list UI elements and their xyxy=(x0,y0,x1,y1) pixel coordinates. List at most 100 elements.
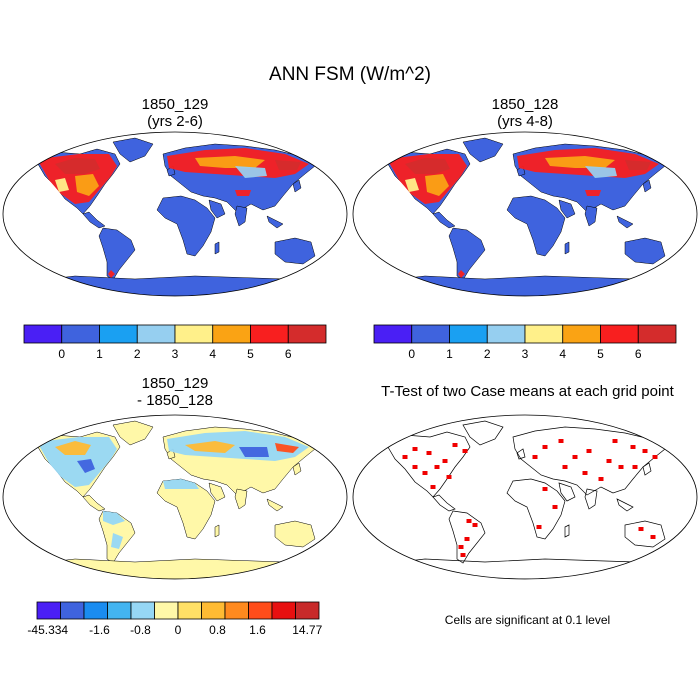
significant-cell xyxy=(536,525,542,529)
colorbar-diff-tick-label: 1.6 xyxy=(249,623,266,637)
land-africa xyxy=(506,195,566,257)
significant-cell xyxy=(598,477,604,481)
colorbar-diff-swatch xyxy=(177,601,202,620)
land-africa xyxy=(506,478,566,540)
panel-3-title-line2: - 1850_128 xyxy=(137,392,213,409)
significant-cell xyxy=(434,465,440,469)
land-australia xyxy=(274,237,316,265)
land-nz xyxy=(322,546,330,556)
panel-4-title: T-Test of two Case means at each grid po… xyxy=(355,383,700,400)
land-arabia xyxy=(558,199,576,219)
value-region-6 xyxy=(585,166,617,178)
significant-cell xyxy=(638,527,644,531)
value-region-2 xyxy=(425,174,449,196)
land-arabia xyxy=(208,199,226,219)
land-australia xyxy=(624,237,666,265)
land-japan xyxy=(292,179,302,193)
land-africa xyxy=(156,478,216,540)
diff-region-6 xyxy=(275,443,299,453)
significant-cell xyxy=(612,439,618,443)
colorbar-diff-swatch xyxy=(224,601,249,620)
significant-cell xyxy=(586,449,592,453)
panel-4-title-line1: T-Test of two Case means at each grid po… xyxy=(381,383,674,400)
diff-region-7 xyxy=(103,511,125,525)
value-region-9 xyxy=(108,270,115,278)
map-panel-3 xyxy=(2,414,348,580)
colorbar-case-1-swatch xyxy=(136,324,176,344)
significant-cell xyxy=(446,475,452,479)
colorbar-case-1-swatch xyxy=(61,324,100,344)
significant-cell xyxy=(562,465,568,469)
colorbar-case-1-swatch xyxy=(212,324,251,344)
land-japan xyxy=(642,462,652,476)
colorbar-case-2-tick-label: 6 xyxy=(634,347,642,361)
land-madagascar xyxy=(214,241,220,255)
value-region-3 xyxy=(55,178,69,192)
colorbar-diff-tick-label: 14.77 xyxy=(292,623,323,637)
colorbar-case-1-swatch xyxy=(174,324,214,344)
colorbar-case-2-swatch xyxy=(486,324,526,344)
colorbar-case-2-swatch xyxy=(524,324,564,344)
colorbar-diff xyxy=(36,601,320,620)
colorbar-case-1-swatch xyxy=(23,324,63,344)
diff-region-0 xyxy=(37,437,117,487)
value-region-9 xyxy=(458,270,465,278)
land-greenland xyxy=(112,137,154,163)
panel-2-title-line1: 1850_128 xyxy=(491,96,559,113)
map-border xyxy=(352,131,698,297)
map-border xyxy=(352,414,698,580)
value-region-1 xyxy=(55,158,100,174)
land-camerica xyxy=(82,494,106,512)
land-greenland xyxy=(462,420,504,446)
significant-cell xyxy=(572,455,578,459)
land-greenland xyxy=(112,420,154,446)
significant-cell xyxy=(452,443,458,447)
diff-region-1 xyxy=(55,441,91,455)
colorbar-case-1 xyxy=(23,324,327,344)
figure-title: ANN FSM (W/m^2) xyxy=(269,64,431,85)
land-india xyxy=(584,205,598,227)
land-seasia xyxy=(266,498,284,512)
panel-1-title-line1: 1850_129 xyxy=(141,96,209,113)
colorbar-diff-tick-label: -1.6 xyxy=(89,623,110,637)
land-africa xyxy=(156,195,216,257)
colorbar-case-2-swatch xyxy=(411,324,450,344)
value-region-6 xyxy=(235,166,267,178)
land-camerica xyxy=(432,494,456,512)
colorbar-case-2-tick-label: 0 xyxy=(408,347,416,361)
significant-cell xyxy=(606,459,612,463)
significant-cell xyxy=(430,485,436,489)
diff-region-8 xyxy=(111,533,123,549)
colorbar-case-1-tick-label: 1 xyxy=(96,347,103,361)
colorbar-diff-swatch xyxy=(271,601,296,620)
land-india xyxy=(584,488,598,510)
significant-cell xyxy=(542,445,548,449)
significant-cell xyxy=(442,459,448,463)
significant-cell xyxy=(652,455,658,459)
colorbar-case-1-swatch xyxy=(99,324,138,344)
colorbar-diff-tick-label: 0 xyxy=(174,623,182,637)
land-madagascar xyxy=(214,524,220,538)
significant-cell xyxy=(422,471,428,475)
map-border xyxy=(2,131,348,297)
significant-cell xyxy=(462,449,468,453)
colorbar-diff-tick-label: 0.8 xyxy=(209,623,226,637)
colorbar-case-1-swatch xyxy=(250,324,289,344)
land-samerica xyxy=(448,227,486,281)
significant-cell xyxy=(642,449,648,453)
panel-1-title-line2: (yrs 2-6) xyxy=(147,113,203,130)
map-border xyxy=(2,414,348,580)
colorbar-diff-swatch xyxy=(154,601,179,620)
panel-1-title: 1850_129 (yrs 2-6) xyxy=(75,96,275,130)
footnote: Cells are significant at 0.1 level xyxy=(444,613,611,627)
significant-cell xyxy=(582,471,588,475)
colorbar-case-2-swatch xyxy=(562,324,601,344)
land-camerica xyxy=(82,211,106,229)
significant-cell xyxy=(532,455,538,459)
value-region-2 xyxy=(75,174,99,196)
panel-3-title: 1850_129 - 1850_128 xyxy=(75,375,275,409)
significant-cell xyxy=(458,545,464,549)
colorbar-case-1-tick-label: 0 xyxy=(58,347,66,361)
significant-cell xyxy=(460,553,466,557)
